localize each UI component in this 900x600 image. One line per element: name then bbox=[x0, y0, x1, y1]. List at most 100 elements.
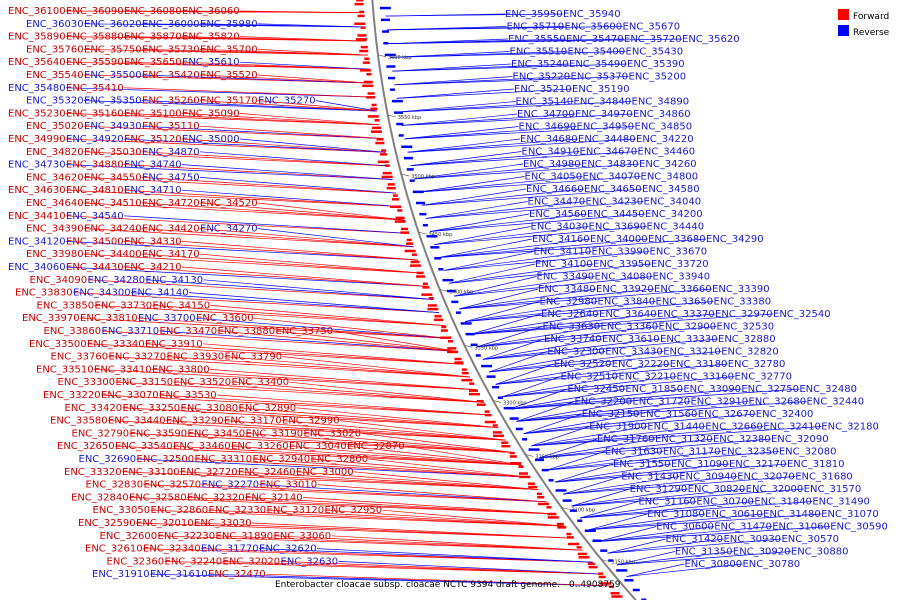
left-leader-line bbox=[259, 484, 547, 503]
right-gene-label: ENC_34860 bbox=[633, 109, 691, 120]
right-leader-line bbox=[571, 488, 746, 507]
right-gene-label: ENC_32450 bbox=[567, 384, 625, 395]
forward-gene-block bbox=[362, 61, 370, 64]
right-leader-line bbox=[414, 163, 640, 180]
scale-tick-label: 3450 kbp bbox=[429, 232, 453, 238]
left-gene-label: ENC_33100 bbox=[122, 467, 180, 478]
forward-gene-block bbox=[410, 260, 420, 264]
right-leader-line bbox=[523, 413, 756, 434]
right-leader-line bbox=[421, 188, 585, 206]
left-gene-label: ENC_34150 bbox=[153, 300, 211, 311]
forward-gene-block bbox=[441, 325, 447, 329]
reverse-gene-block bbox=[401, 145, 413, 149]
reverse-gene-block bbox=[446, 289, 456, 293]
right-gene-label: ENC_31080 bbox=[647, 509, 705, 520]
left-leader-line bbox=[136, 458, 530, 478]
forward-gene-block bbox=[397, 209, 403, 212]
left-gene-label: ENC_35110 bbox=[142, 121, 200, 132]
left-leader-line bbox=[123, 113, 380, 126]
left-leader-line bbox=[382, 509, 565, 527]
left-gene-label: ENC_35270 bbox=[258, 96, 316, 107]
scale-tick-mark bbox=[561, 507, 570, 510]
left-gene-label: ENC_32570 bbox=[144, 480, 202, 491]
forward-gene-block bbox=[395, 216, 405, 220]
left-gene-label: ENC_32630 bbox=[281, 556, 339, 567]
left-leader-line bbox=[209, 369, 477, 391]
right-leader-line bbox=[425, 201, 586, 219]
right-leader-line bbox=[531, 426, 706, 447]
right-gene-label: ENC_32210 bbox=[618, 372, 676, 383]
right-gene-label: ENC_33640 bbox=[599, 309, 657, 320]
right-gene-label: ENC_31090 bbox=[671, 459, 729, 470]
right-gene-label: ENC_32200 bbox=[574, 397, 632, 408]
forward-gene-block bbox=[510, 462, 522, 465]
right-gene-label: ENC_33660 bbox=[654, 284, 712, 295]
left-gene-label: ENC_33510 bbox=[36, 364, 94, 375]
left-gene-label: ENC_32860 bbox=[151, 505, 209, 516]
right-gene-label: ENC_34670 bbox=[580, 147, 638, 158]
right-gene-label: ENC_35710 bbox=[507, 22, 565, 33]
reverse-gene-block bbox=[535, 458, 545, 462]
left-leader-line bbox=[281, 420, 506, 441]
left-gene-label: ENC_33080 bbox=[181, 403, 239, 414]
right-leader-line bbox=[531, 426, 822, 447]
left-leader-line bbox=[258, 548, 593, 563]
left-gene-label: ENC_34990 bbox=[8, 134, 66, 145]
left-leader-line bbox=[83, 100, 377, 112]
right-gene-label: ENC_34910 bbox=[522, 147, 580, 158]
right-leader-line bbox=[443, 251, 592, 271]
left-leader-line bbox=[361, 433, 514, 453]
left-leader-line bbox=[224, 356, 470, 378]
left-leader-line bbox=[186, 497, 556, 515]
left-leader-line bbox=[188, 292, 440, 313]
left-gene-label: ENC_35880 bbox=[66, 32, 124, 43]
forward-gene-block bbox=[356, 0, 364, 2]
right-leader-line bbox=[554, 463, 671, 483]
left-gene-label: ENC_33420 bbox=[65, 403, 123, 414]
forward-gene-block bbox=[461, 371, 469, 375]
left-gene-labels: ENC_36100 ENC_36090 ENC_36080 ENC_36060 ENC_… bbox=[8, 6, 405, 580]
right-gene-label: ENC_35220 bbox=[513, 72, 571, 83]
right-gene-label: ENC_35620 bbox=[682, 34, 740, 45]
right-gene-label: ENC_32530 bbox=[717, 322, 775, 333]
right-leader-line bbox=[516, 401, 691, 422]
forward-gene-block bbox=[390, 205, 402, 208]
right-gene-label: ENC_34850 bbox=[635, 122, 693, 133]
left-leader-line bbox=[123, 189, 401, 207]
right-leader-line bbox=[509, 388, 626, 410]
reverse-gene-block bbox=[475, 354, 481, 357]
left-gene-label: ENC_34730 bbox=[8, 160, 66, 171]
right-leader-line bbox=[438, 238, 533, 258]
reverse-gene-block bbox=[451, 300, 459, 304]
right-gene-label: ENC_33720 bbox=[651, 259, 709, 270]
left-gene-label: ENC_32870 bbox=[347, 441, 405, 452]
left-gene-label: ENC_32690 bbox=[79, 454, 137, 465]
left-gene-label: ENC_34390 bbox=[26, 224, 84, 235]
forward-gene-block bbox=[597, 572, 603, 575]
left-gene-label: ENC_35650 bbox=[124, 57, 182, 68]
reverse-gene-block bbox=[430, 246, 440, 249]
left-leader-line bbox=[338, 561, 603, 575]
right-leader-line bbox=[398, 101, 632, 113]
forward-gene-block bbox=[492, 424, 498, 427]
legend-reverse-label: Reverse bbox=[853, 28, 890, 38]
right-gene-label: ENC_32180 bbox=[821, 422, 879, 433]
right-leader-line bbox=[482, 338, 661, 360]
left-leader-line bbox=[203, 279, 434, 300]
left-gene-label: ENC_36020 bbox=[84, 19, 142, 30]
left-gene-label: ENC_35700 bbox=[200, 44, 258, 55]
forward-gene-block bbox=[454, 357, 462, 361]
forward-gene-block bbox=[447, 340, 453, 343]
right-gene-label: ENC_32350 bbox=[721, 447, 779, 458]
scale-tick-label: 3250 kbp bbox=[535, 454, 559, 460]
left-leader-lines bbox=[65, 10, 613, 587]
right-gene-label: ENC_32520 bbox=[554, 359, 612, 370]
right-gene-label: ENC_31290 bbox=[630, 484, 688, 495]
right-gene-label: ENC_34800 bbox=[641, 172, 699, 183]
right-gene-label: ENC_33160 bbox=[676, 372, 734, 383]
forward-gene-block bbox=[400, 231, 410, 234]
right-gene-label: ENC_31430 bbox=[621, 472, 679, 483]
right-gene-label: ENC_35240 bbox=[511, 59, 569, 70]
forward-gene-block bbox=[364, 57, 370, 61]
right-gene-label: ENC_35200 bbox=[629, 72, 687, 83]
